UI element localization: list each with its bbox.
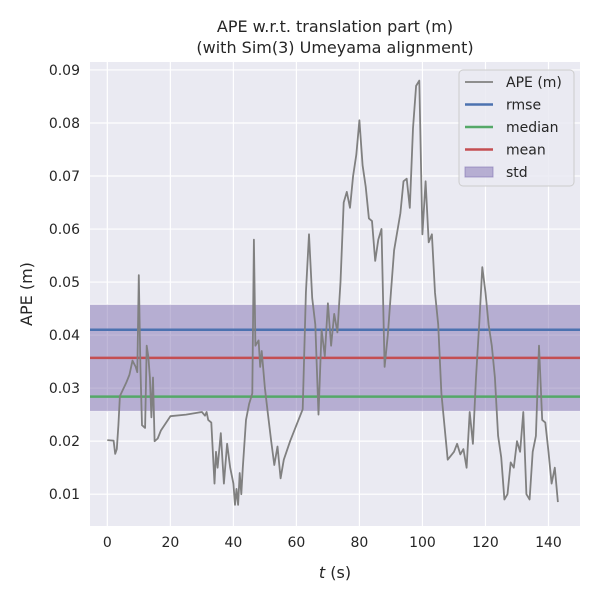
legend-box — [458, 69, 575, 187]
x-tick-label: 60 — [287, 535, 305, 551]
ape-series-line — [107, 79, 559, 506]
x-tick-label: 80 — [351, 535, 369, 551]
x-tick-label: 20 — [161, 535, 179, 551]
y-tick-label: 0.01 — [49, 487, 80, 503]
y-axis-label: APE (m) — [17, 262, 36, 326]
y-tick-label: 0.02 — [49, 434, 80, 450]
y-tick-label: 0.08 — [49, 116, 80, 132]
chart-subtitle: (with Sim(3) Umeyama alignment) — [196, 38, 473, 57]
y-tick-label: 0.09 — [49, 63, 80, 79]
legend: APE (m) rmse median mean std — [458, 69, 575, 187]
legend-label: APE (m) — [506, 75, 562, 91]
y-tick-label: 0.05 — [49, 275, 80, 291]
y-tick-labels: 0.01 0.02 0.03 0.04 0.05 0.06 0.07 0.08 0.09 — [49, 63, 80, 503]
x-tick-label: 40 — [224, 535, 242, 551]
x-axis-label-var: t — [319, 563, 326, 582]
legend-label: median — [506, 120, 558, 136]
stat-lines — [90, 328, 580, 398]
x-tick-label: 0 — [103, 535, 112, 551]
chart-title: APE w.r.t. translation part (m) — [217, 17, 453, 36]
y-tick-label: 0.07 — [49, 169, 80, 185]
x-tick-label: 120 — [472, 535, 499, 551]
series-group — [107, 79, 559, 506]
x-axis-label-unit: (s) — [325, 563, 351, 582]
legend-label: std — [506, 165, 528, 181]
y-tick-label: 0.06 — [49, 222, 80, 238]
legend-label: rmse — [506, 98, 541, 114]
x-axis-label: t (s) — [319, 563, 351, 582]
x-tick-labels: 0 20 40 60 80 100 120 140 — [103, 535, 562, 551]
y-tick-label: 0.04 — [49, 328, 80, 344]
y-tick-label: 0.03 — [49, 381, 80, 397]
legend-swatch-std — [464, 166, 494, 178]
x-tick-label: 140 — [535, 535, 562, 551]
x-tick-label: 100 — [409, 535, 436, 551]
legend-label: mean — [506, 143, 546, 159]
